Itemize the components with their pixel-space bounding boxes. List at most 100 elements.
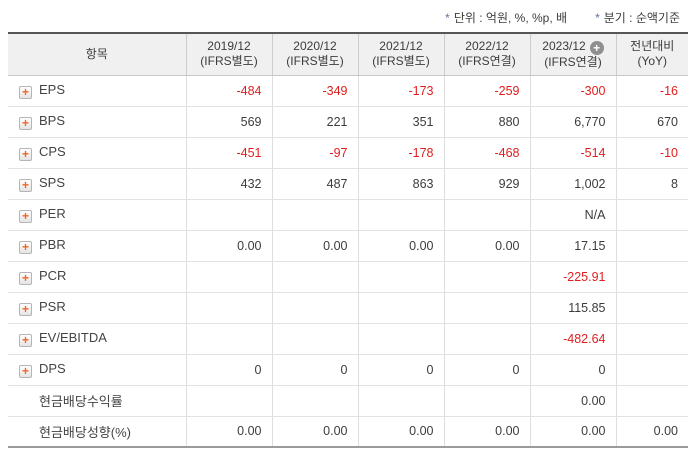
- value-cell: 0.00: [357, 416, 444, 447]
- value-cell: [615, 261, 688, 293]
- value-cell: [443, 385, 530, 417]
- row-label-cell: + PBR: [8, 230, 186, 262]
- value-cell: 6,770: [529, 106, 616, 138]
- value-cell: [615, 292, 688, 324]
- value-cell: [185, 261, 272, 293]
- value-cell: -300: [529, 75, 616, 107]
- value-cell: -16: [615, 75, 688, 107]
- row-label: 현금배당성향(%): [39, 424, 131, 440]
- row-label-cell: 현금배당수익률: [8, 385, 186, 417]
- value-cell: [271, 292, 358, 324]
- value-cell: 670: [615, 106, 688, 138]
- value-cell: -482.64: [529, 323, 616, 355]
- value-cell: 0.00: [271, 416, 358, 447]
- value-cell: [615, 199, 688, 231]
- table-row: + EV/EBITDA -482.64: [8, 323, 688, 355]
- table-row: + BPS 569 221 351 880 6,770 670: [8, 106, 688, 138]
- table-body: + EPS -484 -349 -173 -259 -300 -16 + BPS 569 221 351…: [8, 75, 688, 447]
- value-cell: [443, 323, 530, 355]
- row-label: DPS: [39, 361, 66, 376]
- column-header-sublabel: (IFRS별도): [200, 54, 258, 69]
- value-cell: [185, 385, 272, 417]
- value-cell: [357, 199, 444, 231]
- expand-row-icon[interactable]: +: [19, 179, 32, 192]
- table-header-row: 항목 2019/12 (IFRS별도) 2020/12 (IFRS별도) 202…: [8, 33, 688, 76]
- table-row: + DPS 0 0 0 0 0: [8, 354, 688, 386]
- expand-row-icon[interactable]: +: [19, 303, 32, 316]
- value-cell: 0: [357, 354, 444, 386]
- value-cell: [443, 199, 530, 231]
- value-cell: [185, 292, 272, 324]
- value-cell: -451: [185, 137, 272, 169]
- value-cell: 0.00: [185, 230, 272, 262]
- expand-row-icon[interactable]: +: [19, 148, 32, 161]
- value-cell: 0: [271, 354, 358, 386]
- value-cell: 432: [185, 168, 272, 200]
- value-cell: 17.15: [529, 230, 616, 262]
- value-cell: 0.00: [357, 230, 444, 262]
- row-label-cell: + SPS: [8, 168, 186, 200]
- column-header-yoy: 전년대비 (YoY): [615, 33, 688, 76]
- table-row: 현금배당수익률 0.00: [8, 385, 688, 417]
- value-cell: 351: [357, 106, 444, 138]
- value-cell: -514: [529, 137, 616, 169]
- row-label: CPS: [39, 144, 66, 159]
- value-cell: 8: [615, 168, 688, 200]
- row-label: PER: [39, 206, 66, 221]
- row-label: SPS: [39, 175, 66, 190]
- table-row: 현금배당성향(%) 0.00 0.00 0.00 0.00 0.00 0.00: [8, 416, 688, 447]
- expand-row-icon[interactable]: +: [19, 334, 32, 347]
- value-cell: 0: [443, 354, 530, 386]
- value-cell: 115.85: [529, 292, 616, 324]
- expand-row-icon[interactable]: +: [19, 117, 32, 130]
- column-header-2019: 2019/12 (IFRS별도): [185, 33, 272, 76]
- expand-row-icon[interactable]: +: [19, 272, 32, 285]
- unit-note: * 단위 : 억원, %, %p, 배: [445, 9, 567, 26]
- column-header-label: 2022/12: [465, 39, 509, 54]
- quarter-note-text: 분기 : 순액기준: [603, 11, 680, 25]
- row-label: BPS: [39, 113, 66, 128]
- value-cell: 487: [271, 168, 358, 200]
- expand-row-icon[interactable]: +: [19, 241, 32, 254]
- value-cell: -97: [271, 137, 358, 169]
- value-cell: [443, 261, 530, 293]
- value-cell: 929: [443, 168, 530, 200]
- value-cell: -10: [615, 137, 688, 169]
- value-cell: 0.00: [185, 416, 272, 447]
- value-cell: 0.00: [529, 416, 616, 447]
- expand-row-icon[interactable]: +: [19, 86, 32, 99]
- value-cell: 0.00: [443, 416, 530, 447]
- column-header-label: 2019/12: [207, 39, 251, 54]
- expand-row-icon[interactable]: +: [19, 210, 32, 223]
- column-header-sublabel: (YoY): [637, 54, 668, 69]
- value-cell: [271, 199, 358, 231]
- value-cell: 0.00: [271, 230, 358, 262]
- value-cell: [615, 385, 688, 417]
- row-label-cell: + BPS: [8, 106, 186, 138]
- quarter-note: * 분기 : 순액기준: [595, 9, 680, 26]
- column-header-label: 전년대비: [630, 39, 675, 54]
- value-cell: 0.00: [443, 230, 530, 262]
- row-label-cell: + DPS: [8, 354, 186, 386]
- value-cell: -225.91: [529, 261, 616, 293]
- row-label-cell: + EV/EBITDA: [8, 323, 186, 355]
- value-cell: -484: [185, 75, 272, 107]
- add-column-icon[interactable]: +: [589, 40, 604, 55]
- value-cell: [185, 323, 272, 355]
- value-cell: 569: [185, 106, 272, 138]
- row-label-cell: + PSR: [8, 292, 186, 324]
- value-cell: [357, 292, 444, 324]
- row-label: 현금배당수익률: [39, 394, 123, 409]
- value-cell: [271, 385, 358, 417]
- expand-row-icon[interactable]: +: [19, 365, 32, 378]
- row-label: EV/EBITDA: [39, 330, 107, 345]
- table-row: + PSR 115.85: [8, 292, 688, 324]
- table-row: + PBR 0.00 0.00 0.00 0.00 17.15: [8, 230, 688, 262]
- column-header-2023: 2023/12 + (IFRS연결): [529, 33, 616, 76]
- column-header-2021: 2021/12 (IFRS별도): [357, 33, 444, 76]
- row-label: PSR: [39, 299, 66, 314]
- column-header-2020: 2020/12 (IFRS별도): [271, 33, 358, 76]
- column-header-item: 항목: [8, 33, 186, 76]
- value-cell: -468: [443, 137, 530, 169]
- value-cell: [615, 354, 688, 386]
